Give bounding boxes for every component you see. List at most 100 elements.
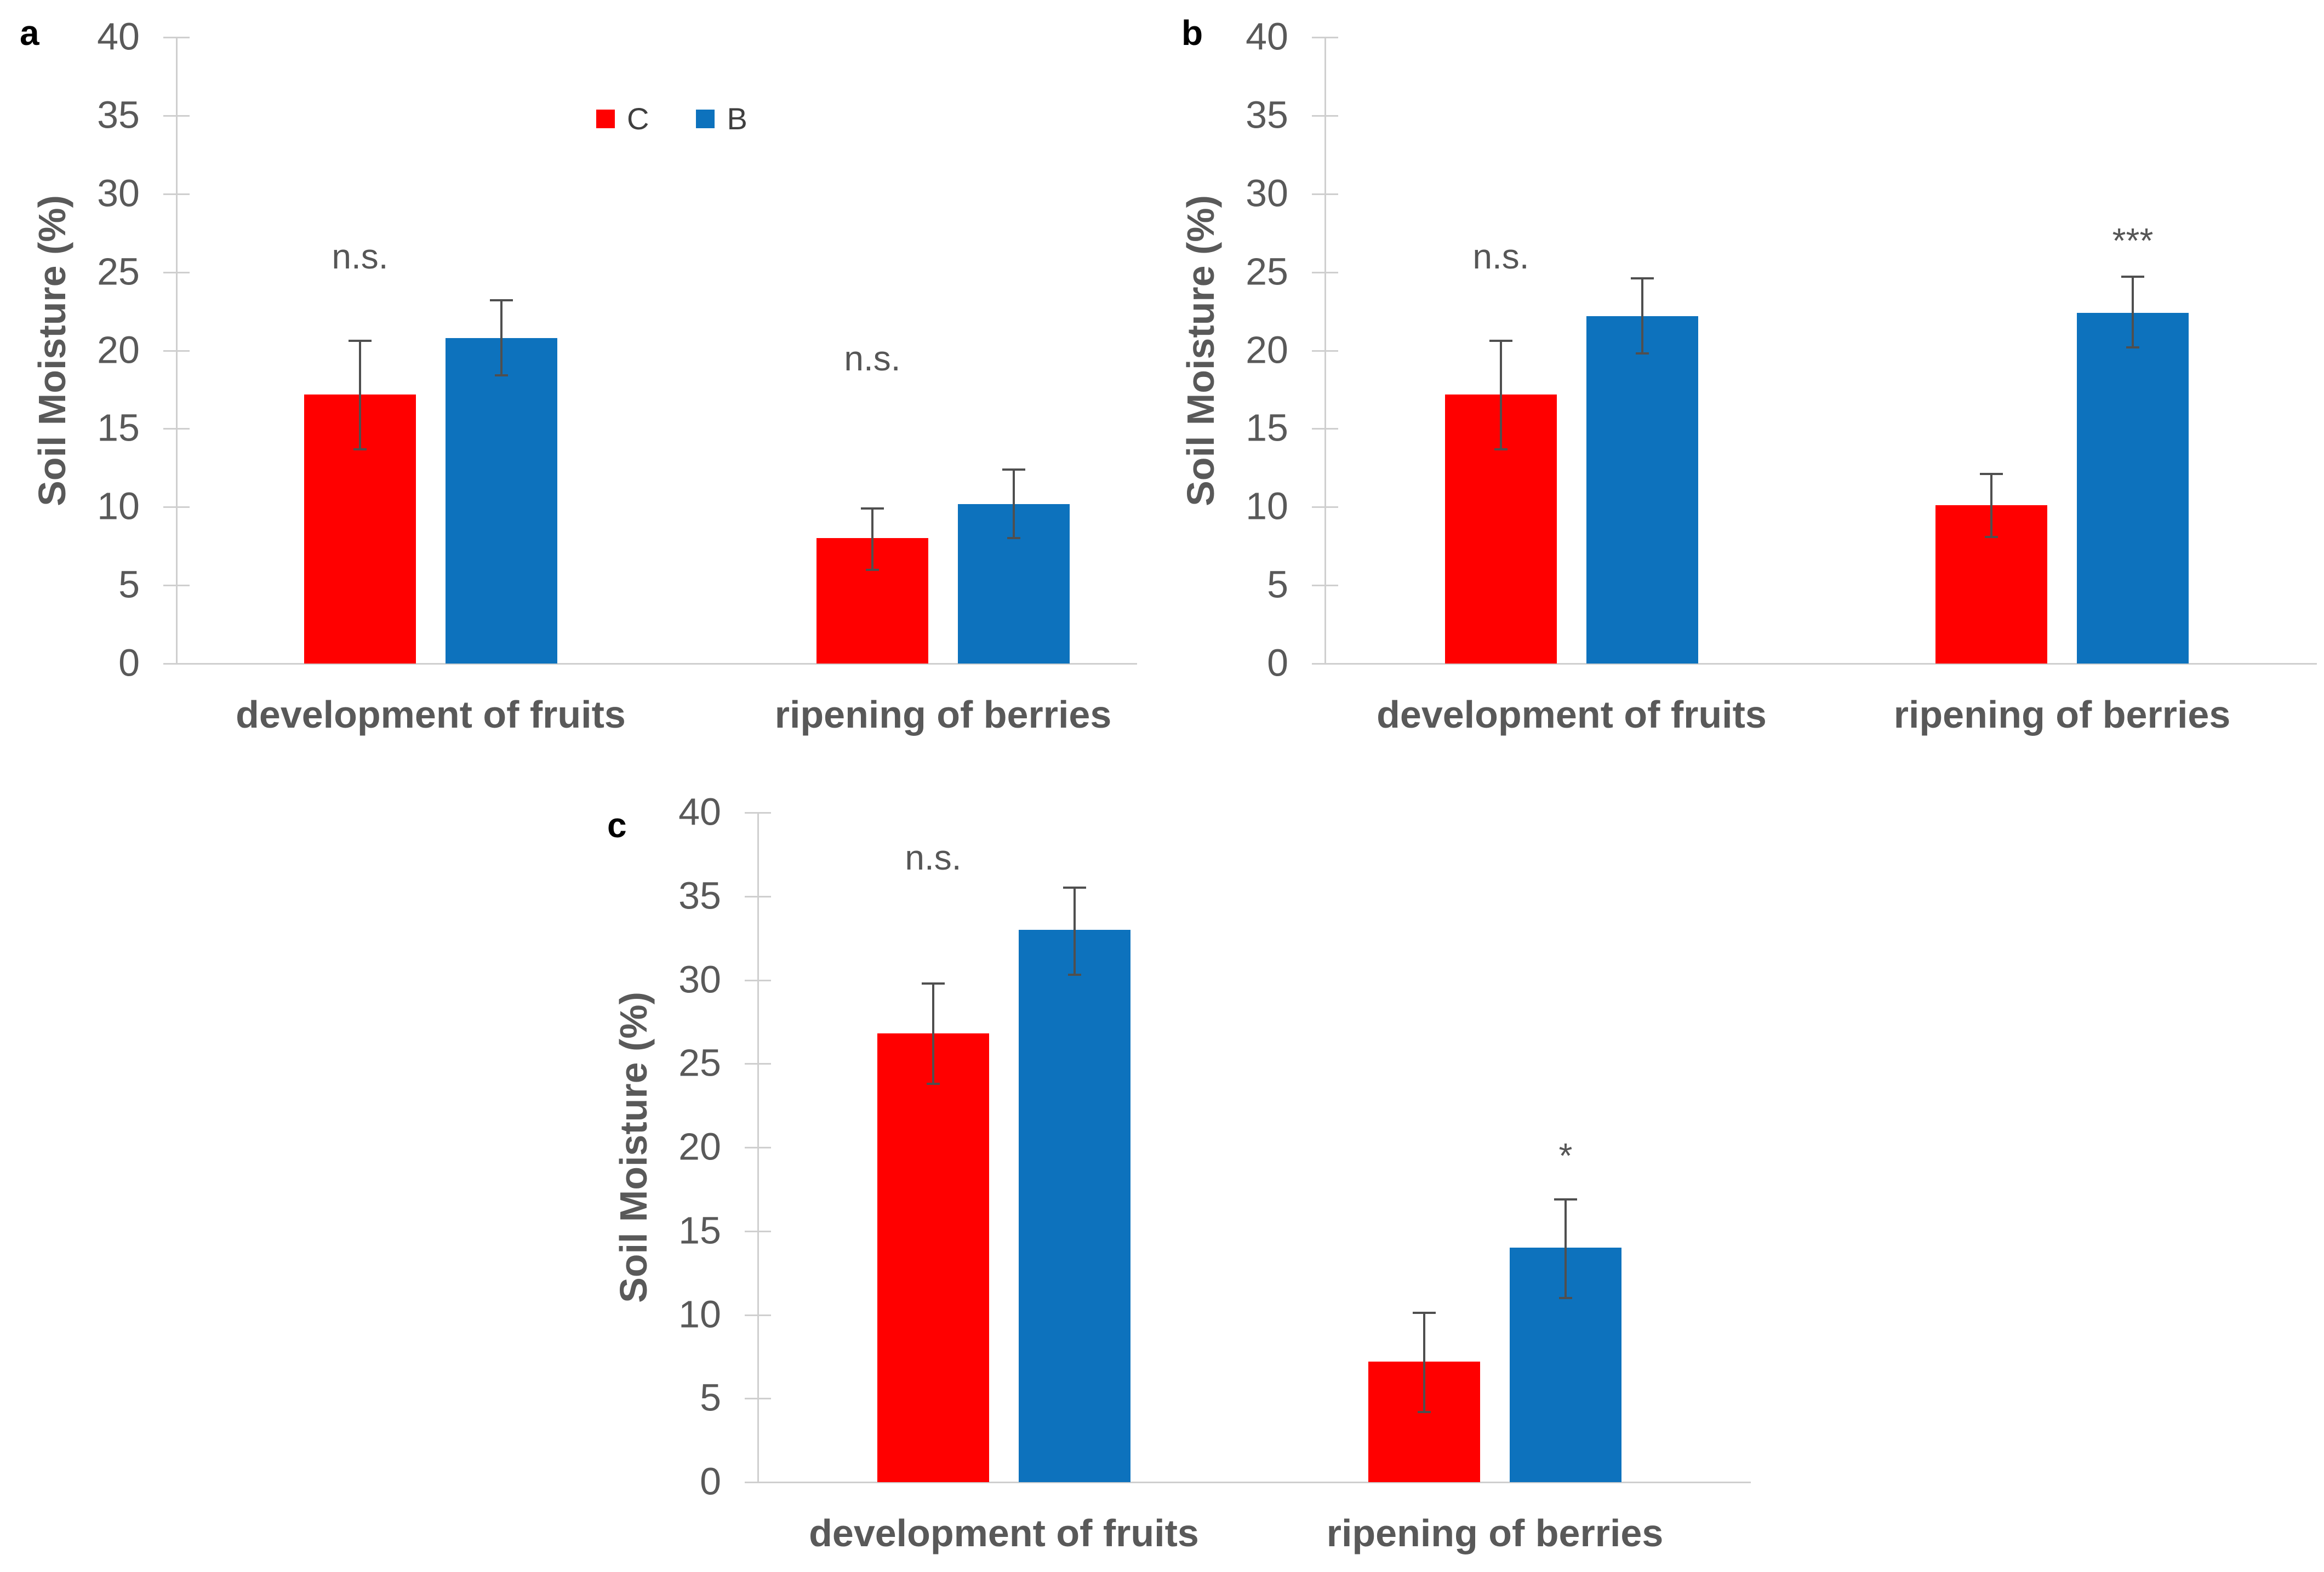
y-tick-label-10: 10 — [1246, 484, 1288, 528]
error-cap-top-C-0 — [1489, 340, 1512, 342]
y-tick-label-20: 20 — [1246, 328, 1288, 371]
significance-label-1: *** — [2112, 221, 2154, 261]
y-tick-label-30: 30 — [678, 958, 721, 1001]
error-cap-bottom-B-1 — [1007, 537, 1020, 540]
y-tick-20 — [163, 350, 190, 352]
y-tick-20 — [1312, 350, 1338, 352]
error-cap-top-B-0 — [1063, 887, 1086, 889]
x-category-label: ripening of berries — [1326, 1512, 1664, 1554]
y-tick-0 — [1312, 663, 1338, 665]
bar-B-0 — [1019, 929, 1130, 1482]
x-category-label: development of fruits — [1377, 693, 1767, 736]
error-cap-bottom-B-0 — [1068, 974, 1081, 976]
y-tick-label-15: 15 — [678, 1209, 721, 1252]
y-tick-label-20: 20 — [678, 1125, 721, 1168]
bar-B-0 — [1586, 316, 1698, 664]
error-bar-B-1 — [1013, 469, 1015, 539]
error-cap-top-B-0 — [1631, 277, 1654, 280]
error-cap-top-C-1 — [1413, 1312, 1436, 1314]
error-cap-bottom-C-0 — [1494, 448, 1508, 450]
y-tick-20 — [745, 1147, 771, 1148]
y-tick-35 — [1312, 115, 1338, 117]
panel-b: b Soil Moisture (%) 0 5 10 15 20 25 30 35 40 deve… — [1179, 15, 2317, 736]
plot-area-a: 0 5 10 15 20 25 30 35 40 development of fruits rip… — [97, 18, 1137, 736]
error-bar-C-0 — [359, 341, 361, 449]
y-tick-5 — [1312, 585, 1338, 587]
error-cap-bottom-C-0 — [353, 448, 367, 450]
y-tick-30 — [745, 979, 771, 981]
y-tick-15 — [745, 1230, 771, 1232]
bar-B-0 — [446, 338, 557, 664]
x-category-label: ripening of berries — [1893, 693, 2231, 736]
x-axis-line — [745, 1482, 1751, 1483]
x-axis-line — [1312, 663, 2317, 665]
y-tick-label-25: 25 — [1246, 250, 1288, 293]
error-cap-bottom-C-1 — [866, 568, 879, 571]
y-tick-25 — [1312, 271, 1338, 273]
y-tick-label-10: 10 — [678, 1293, 721, 1336]
error-bar-C-1 — [1423, 1313, 1425, 1412]
error-bar-B-0 — [1641, 278, 1643, 354]
error-cap-top-B-1 — [1554, 1198, 1577, 1201]
y-tick-label-40: 40 — [678, 790, 721, 833]
error-cap-bottom-B-0 — [495, 374, 508, 377]
error-cap-bottom-B-1 — [1559, 1296, 1572, 1299]
y-tick-10 — [163, 506, 190, 508]
y-tick-label-10: 10 — [97, 484, 140, 528]
y-tick-40 — [745, 812, 771, 814]
error-bar-B-0 — [1074, 888, 1076, 975]
bar-C-0 — [877, 1033, 989, 1482]
x-category-label: development of fruits — [809, 1512, 1199, 1554]
y-tick-5 — [163, 585, 190, 587]
y-tick-label-5: 5 — [700, 1376, 721, 1419]
y-tick-label-5: 5 — [118, 563, 140, 606]
panel-a: a Soil Moisture (%) 0 5 10 15 20 25 30 35 40 deve… — [20, 15, 1137, 736]
y-tick-40 — [163, 37, 190, 38]
significance-label-0: n.s. — [332, 237, 389, 277]
y-tick-label-5: 5 — [1267, 563, 1288, 606]
y-tick-40 — [1312, 37, 1338, 38]
significance-label-1: * — [1558, 1136, 1573, 1176]
y-tick-label-25: 25 — [97, 250, 140, 293]
panel-letter-c: c — [607, 805, 627, 845]
y-tick-30 — [163, 193, 190, 195]
x-category-label: development of fruits — [236, 693, 626, 736]
y-tick-0 — [745, 1482, 771, 1483]
error-cap-bottom-B-1 — [2126, 346, 2139, 348]
error-cap-bottom-C-1 — [1418, 1410, 1431, 1413]
x-category-label: ripening of berries — [774, 693, 1112, 736]
error-cap-top-C-1 — [861, 507, 884, 510]
significance-label-0: n.s. — [905, 838, 962, 878]
x-axis-line — [163, 663, 1137, 665]
y-tick-5 — [745, 1398, 771, 1400]
error-cap-top-C-1 — [1980, 473, 2003, 476]
y-tick-35 — [745, 895, 771, 898]
y-tick-25 — [163, 271, 190, 273]
error-bar-C-1 — [871, 508, 873, 570]
error-cap-top-C-0 — [349, 340, 372, 342]
legend-label-C: C — [627, 101, 649, 136]
y-tick-10 — [745, 1314, 771, 1316]
error-cap-bottom-B-0 — [1636, 352, 1649, 355]
panel-c: c Soil Moisture (%) 0 5 10 15 20 25 30 35 40 deve… — [0, 784, 2324, 1572]
legend-swatch-B — [696, 109, 715, 128]
plot-area-b: 0 5 10 15 20 25 30 35 40 development of fruits rip… — [1246, 15, 2317, 736]
y-tick-label-30: 30 — [97, 172, 140, 215]
y-tick-label-30: 30 — [1246, 172, 1288, 215]
y-tick-label-15: 15 — [1246, 406, 1288, 449]
error-bar-B-1 — [1564, 1199, 1567, 1298]
y-tick-25 — [745, 1063, 771, 1065]
y-tick-label-40: 40 — [1246, 15, 1288, 58]
y-tick-15 — [1312, 428, 1338, 430]
error-bar-C-1 — [1990, 474, 1992, 537]
y-tick-label-15: 15 — [97, 406, 140, 449]
y-tick-10 — [1312, 506, 1338, 508]
plot-area-c: 0 5 10 15 20 25 30 35 40 development of fruits rip… — [0, 784, 2324, 1572]
error-cap-bottom-C-0 — [927, 1082, 940, 1085]
legend-item-B: B — [696, 101, 747, 136]
error-cap-top-B-1 — [1002, 468, 1025, 471]
error-bar-B-1 — [2132, 277, 2134, 347]
significance-label-1: n.s. — [844, 338, 901, 378]
y-tick-label-0: 0 — [700, 1460, 721, 1503]
